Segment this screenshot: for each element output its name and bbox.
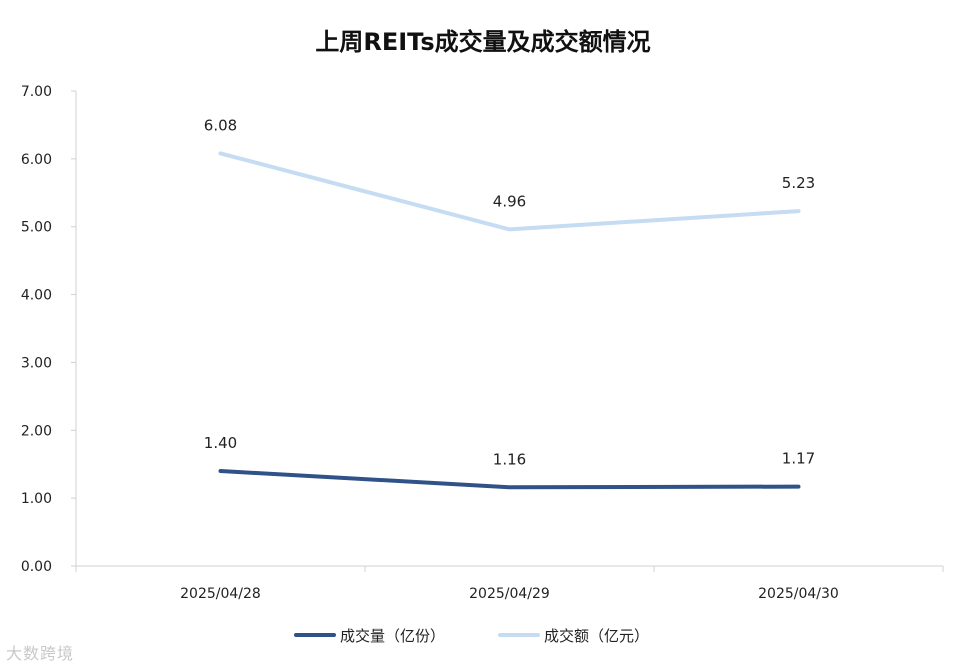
x-tick-label: 2025/04/30 <box>758 586 839 602</box>
data-label: 1.40 <box>204 434 237 452</box>
y-tick-label: 5.00 <box>21 220 52 236</box>
x-tick-label: 2025/04/29 <box>469 586 550 602</box>
data-label: 1.16 <box>493 450 526 468</box>
data-label: 4.96 <box>493 192 526 210</box>
y-tick-label: 2.00 <box>21 423 52 439</box>
y-tick-label: 0.00 <box>21 559 52 575</box>
x-tick-label: 2025/04/28 <box>180 586 261 602</box>
legend-label-1: 成交量（亿份） <box>340 627 445 645</box>
y-tick-label: 6.00 <box>21 152 52 168</box>
data-label: 1.17 <box>782 450 815 468</box>
y-tick-label: 4.00 <box>21 288 52 304</box>
data-labels: 1.40 1.16 1.17 6.08 4.96 5.23 <box>204 116 815 468</box>
legend-label-2: 成交额（亿元） <box>544 627 649 645</box>
data-label: 5.23 <box>782 174 815 192</box>
series-lines <box>218 151 801 490</box>
legend: 成交量（亿份） 成交额（亿元） <box>294 627 649 645</box>
y-tick-label: 1.00 <box>21 491 52 507</box>
y-tick-label: 3.00 <box>21 355 52 371</box>
series-line-1 <box>218 469 801 490</box>
y-tick-label: 7.00 <box>21 84 52 100</box>
data-label: 6.08 <box>204 116 237 134</box>
chart-title: 上周REITs成交量及成交额情况 <box>315 28 651 56</box>
axes: 0.00 1.00 2.00 3.00 4.00 5.00 6.00 7.00 2025/04/… <box>21 84 944 602</box>
watermark: 大数跨境 <box>6 644 75 663</box>
series-line-2 <box>218 151 801 232</box>
